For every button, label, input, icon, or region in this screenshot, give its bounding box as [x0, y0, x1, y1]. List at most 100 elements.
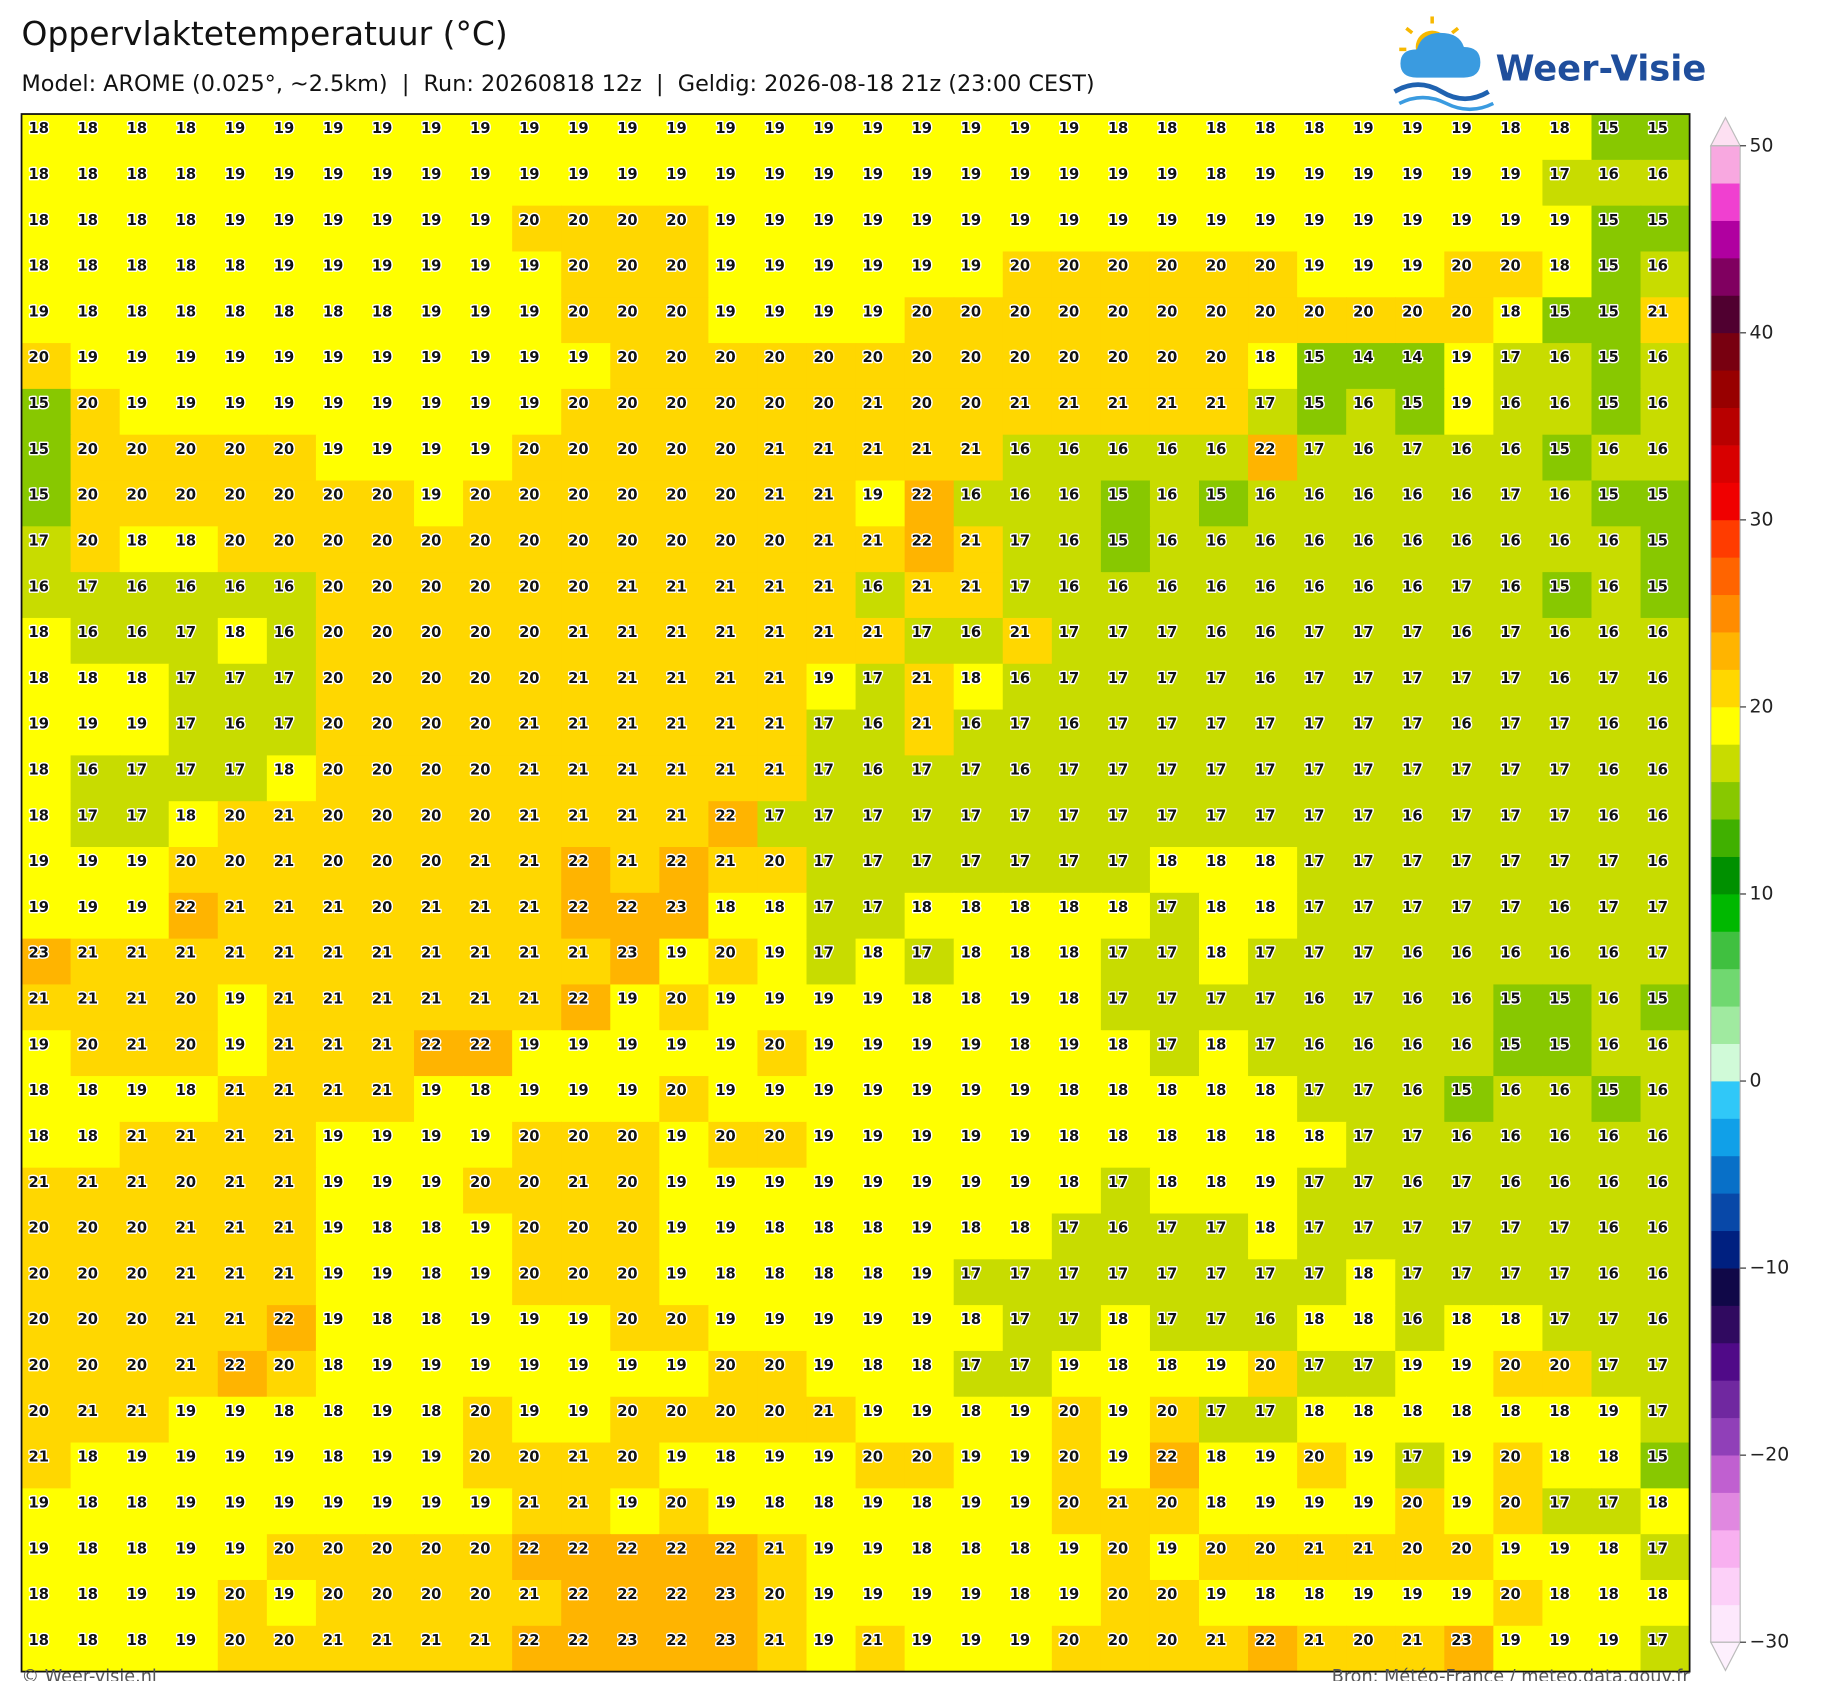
map-cell: [757, 159, 808, 207]
map-cell: [1346, 984, 1396, 1031]
colorbar-segment: [1710, 1342, 1741, 1381]
map-cell: [1248, 892, 1298, 940]
temperature-label: 20: [1451, 1540, 1471, 1557]
temperature-label: 18: [127, 670, 147, 687]
temperature-label: 17: [274, 716, 294, 733]
temperature-label: 20: [715, 395, 735, 412]
temperature-label: 19: [863, 1311, 883, 1328]
temperature-label: 17: [813, 853, 833, 870]
map-cell: [364, 846, 415, 894]
temperature-label: 20: [666, 1403, 686, 1420]
temperature-label: 20: [519, 1128, 539, 1145]
colorbar-segment: [1710, 1604, 1741, 1643]
temperature-label: 17: [1059, 670, 1079, 687]
temperature-label: 17: [863, 670, 883, 687]
temperature-label: 17: [1157, 624, 1177, 641]
temperature-label: 19: [1451, 1586, 1471, 1603]
map-cell: [659, 388, 710, 436]
map-cell: [953, 801, 1004, 848]
temperature-label: 17: [1108, 945, 1128, 962]
colorbar-segment: [1710, 1305, 1741, 1344]
temperature-label: 19: [961, 1449, 981, 1466]
map-cell: [610, 297, 661, 344]
map-cell: [1248, 846, 1298, 894]
temperature-label: 18: [1206, 945, 1226, 962]
temperature-label: 19: [1500, 1540, 1520, 1557]
temperature-label: 20: [470, 624, 490, 641]
temperature-label: 21: [323, 991, 343, 1008]
temperature-label: 17: [1353, 991, 1373, 1008]
map-cell: [904, 755, 955, 802]
temperature-label: 19: [912, 166, 932, 183]
map-cell: [855, 114, 906, 161]
map-cell: [610, 846, 661, 894]
map-cell: [806, 526, 857, 573]
temperature-label: 16: [1255, 532, 1275, 549]
map-cell: [1149, 1167, 1200, 1215]
temperature-label: 15: [1549, 441, 1569, 458]
map-cell: [70, 755, 121, 802]
map-cell: [561, 205, 611, 253]
temperature-label: 17: [813, 899, 833, 916]
temperature-label: 18: [813, 1220, 833, 1237]
map-cell: [1395, 801, 1446, 848]
temperature-label: 19: [813, 991, 833, 1008]
temperature-label: 20: [274, 1540, 294, 1557]
temperature-label: 20: [715, 441, 735, 458]
map-cell: [168, 251, 219, 298]
map-cell: [1346, 663, 1396, 711]
temperature-label: 20: [519, 1265, 539, 1282]
temperature-label: 16: [1549, 395, 1569, 412]
temperature-label: 20: [715, 532, 735, 549]
temperature-label: 19: [1108, 1449, 1128, 1466]
map-cell: [806, 938, 857, 986]
temperature-label: 19: [764, 945, 784, 962]
temperature-label: 19: [1059, 1540, 1079, 1557]
temperature-label: 20: [421, 807, 441, 824]
map-cell: [119, 114, 170, 161]
temperature-label: 16: [274, 578, 294, 595]
temperature-label: 17: [1108, 716, 1128, 733]
temperature-label: 19: [912, 1128, 932, 1145]
map-cell: [855, 251, 906, 298]
temperature-label: 18: [1500, 1311, 1520, 1328]
temperature-label: 17: [1206, 761, 1226, 778]
temperature-label: 21: [274, 853, 294, 870]
map-cell: [1100, 801, 1151, 848]
map-cell: [217, 1076, 268, 1123]
temperature-label: 18: [715, 1449, 735, 1466]
temperature-label: 16: [1549, 624, 1569, 641]
temperature-label: 17: [1255, 991, 1275, 1008]
map-cell: [1199, 205, 1249, 253]
temperature-label: 17: [176, 670, 196, 687]
temperature-label: 20: [274, 441, 294, 458]
map-cell: [708, 938, 759, 986]
temperature-label: 21: [225, 1128, 245, 1145]
map-cell: [659, 343, 710, 390]
temperature-label: 16: [863, 578, 883, 595]
temperature-label: 16: [1255, 578, 1275, 595]
map-cell: [1297, 343, 1347, 390]
map-cell: [1100, 480, 1151, 528]
temperature-label: 19: [1549, 1540, 1569, 1557]
map-cell: [1100, 343, 1151, 390]
temperature-label: 19: [28, 899, 48, 916]
temperature-label: 17: [1304, 716, 1324, 733]
map-cell: [610, 159, 661, 207]
map-cell: [168, 709, 219, 757]
map-cell: [659, 755, 710, 802]
temperature-label: 20: [519, 1449, 539, 1466]
map-cell: [1444, 1076, 1495, 1123]
temperature-label: 19: [912, 1632, 932, 1649]
temperature-label: 18: [1206, 1036, 1226, 1053]
temperature-label: 19: [1010, 991, 1030, 1008]
map-cell: [1051, 1076, 1102, 1123]
temperature-label: 19: [372, 395, 392, 412]
temperature-label: 22: [715, 807, 735, 824]
map-cell: [806, 663, 857, 711]
temperature-label: 21: [519, 807, 539, 824]
map-cell: [1149, 801, 1200, 848]
temperature-label: 21: [78, 991, 98, 1008]
temperature-label: 21: [225, 1311, 245, 1328]
map-cell: [315, 801, 366, 848]
